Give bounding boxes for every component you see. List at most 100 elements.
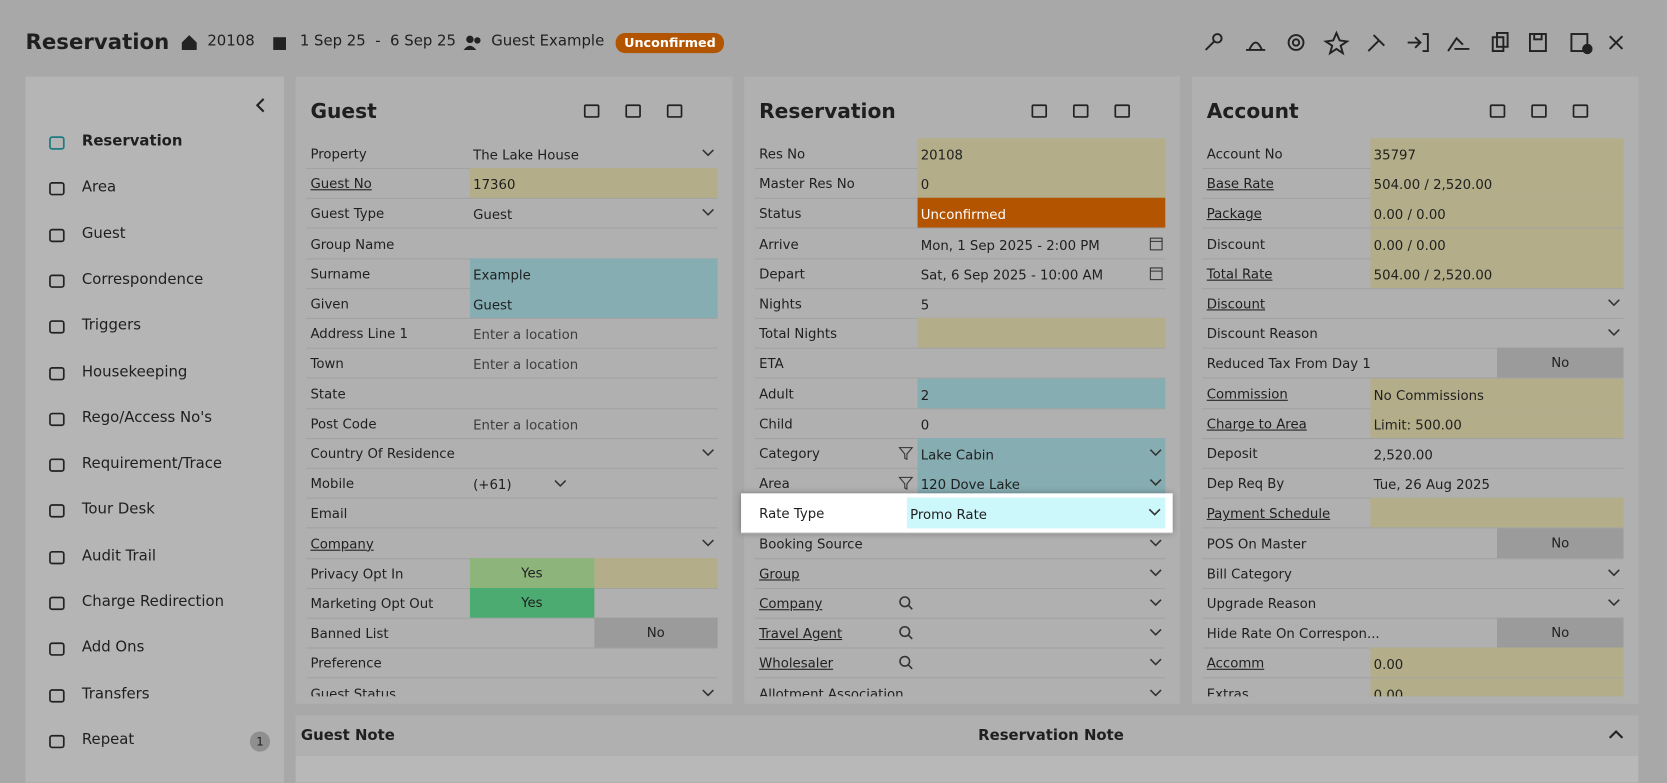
nav-item[interactable]: Housekeeping xyxy=(81,363,188,381)
field-row[interactable]: Upgrade Reason xyxy=(1202,588,1624,619)
field-row[interactable]: Account No 35797 xyxy=(1202,138,1624,170)
panel-action xyxy=(1072,104,1089,118)
field-row[interactable]: Preference xyxy=(306,648,718,679)
field-row[interactable]: Country Of Residence xyxy=(306,438,718,469)
field-value: 0 xyxy=(918,408,1166,438)
field-row[interactable]: Mobile (+61) xyxy=(306,468,718,499)
field-row[interactable]: Total Rate 504.00 / 2,520.00 xyxy=(1202,258,1624,289)
field-value: 17360 xyxy=(469,168,718,198)
nav-item[interactable]: Audit Trail xyxy=(81,547,157,565)
nav-item[interactable]: Transfers xyxy=(81,685,150,703)
expand-icon[interactable] xyxy=(1608,729,1624,740)
nav-item[interactable]: Tour Desk xyxy=(81,501,155,519)
field-row[interactable]: Company xyxy=(306,528,718,559)
field-row[interactable]: Wholesaler xyxy=(754,648,1166,679)
field-row[interactable]: Discount xyxy=(1202,288,1624,319)
field-row[interactable]: Banned List No xyxy=(306,617,718,649)
field-row[interactable]: Master Res No 0 xyxy=(754,168,1166,200)
nav-item[interactable]: Add Ons xyxy=(81,639,145,657)
field-row[interactable]: Guest Type Guest xyxy=(306,198,718,230)
field-row[interactable]: Group xyxy=(754,558,1166,589)
field-row[interactable]: Travel Agent xyxy=(754,618,1166,649)
search-icon xyxy=(899,596,913,610)
field-row[interactable]: Accomm 0.00 xyxy=(1202,647,1624,679)
nav-item[interactable]: Correspondence xyxy=(81,270,204,289)
field-row[interactable]: State xyxy=(306,378,718,409)
nav-icon xyxy=(49,688,65,703)
nav-item[interactable]: Repeat xyxy=(81,731,135,749)
field-row[interactable]: Extras 0.00 xyxy=(1202,677,1624,697)
field-row[interactable]: Adult 2 xyxy=(754,378,1166,409)
toggle[interactable]: Yes xyxy=(469,557,594,588)
field-row[interactable]: Bill Category xyxy=(1202,558,1624,589)
field-row[interactable]: Base Rate 504.00 / 2,520.00 xyxy=(1202,168,1624,200)
field-row[interactable]: Total Nights xyxy=(754,318,1166,349)
field-value: 35797 xyxy=(1370,138,1624,168)
field-row[interactable]: Payment Schedule xyxy=(1202,497,1624,529)
nav-item[interactable]: Area xyxy=(81,178,117,196)
field-row[interactable]: Arrive Mon, 1 Sep 2025 - 2:00 PM xyxy=(754,228,1166,259)
value-text: 17360 xyxy=(473,176,516,193)
nav-item[interactable]: Guest xyxy=(81,224,126,242)
field-row[interactable]: Town Enter a location xyxy=(306,348,718,379)
field-row[interactable]: Marketing Opt Out Yes xyxy=(306,587,718,619)
field-row[interactable]: Category Lake Cabin xyxy=(754,438,1166,469)
collapse-icon[interactable] xyxy=(255,98,266,113)
panel: Property The Lake House Guest No 17360 Guest… xyxy=(295,76,733,704)
nav-item[interactable]: Rego/Access No's xyxy=(81,409,213,427)
nav-item[interactable]: Triggers xyxy=(81,317,141,335)
field-row[interactable]: Surname Example xyxy=(306,258,718,289)
nav-icon xyxy=(49,504,65,518)
field-row[interactable]: Discount Reason xyxy=(1202,318,1624,349)
field-row[interactable]: Package 0.00 / 0.00 xyxy=(1202,198,1624,230)
toggle[interactable]: Yes xyxy=(469,587,594,618)
field-row[interactable]: Company xyxy=(754,588,1166,619)
field-label: Country Of Residence xyxy=(310,445,455,462)
nav-icon xyxy=(49,550,65,565)
field-row[interactable]: Email xyxy=(306,498,718,529)
field-row[interactable]: Guest Status xyxy=(306,678,717,696)
nav-item[interactable]: Reservation xyxy=(81,132,183,150)
dropdown-icon xyxy=(1149,689,1162,697)
toggle[interactable]: No xyxy=(1496,527,1624,558)
field-row[interactable]: Address Line 1 Enter a location xyxy=(306,318,718,349)
value-text: Enter a location xyxy=(473,416,579,433)
field-row[interactable]: Discount 0.00 / 0.00 xyxy=(1202,228,1624,259)
nav-item[interactable]: Charge Redirection xyxy=(81,593,225,611)
field-row[interactable]: Allotment Association xyxy=(755,678,1165,697)
field-value: Enter a location xyxy=(470,408,718,438)
nav-item[interactable]: Requirement/Trace xyxy=(81,455,223,473)
field-row[interactable]: ETA xyxy=(754,348,1166,379)
toolbar[interactable] xyxy=(1204,30,1629,56)
field-row[interactable]: Property The Lake House xyxy=(306,138,718,170)
field-row[interactable]: Booking Source xyxy=(754,528,1166,559)
field-row[interactable]: Nights 5 xyxy=(754,288,1166,319)
toggle[interactable]: No xyxy=(593,617,718,648)
calendar-icon xyxy=(1149,267,1163,280)
field-row[interactable]: Res No 20108 xyxy=(754,138,1166,170)
field-row[interactable]: Area 120 Dove Lake xyxy=(754,468,1166,499)
field-row[interactable]: Hide Rate On Correspon... No xyxy=(1202,617,1624,649)
field-row[interactable]: Group Name xyxy=(306,228,718,259)
toggle[interactable]: No xyxy=(1496,348,1624,378)
field-row[interactable]: POS On Master No xyxy=(1202,527,1624,559)
field-row[interactable]: Post Code Enter a location xyxy=(306,408,718,439)
field-row[interactable]: Child 0 xyxy=(754,408,1166,439)
field-row[interactable]: Guest No 17360 xyxy=(306,168,718,200)
dropdown-icon xyxy=(1149,539,1162,547)
field-row[interactable]: Dep Req By Tue, 26 Aug 2025 xyxy=(1202,468,1624,499)
field-row[interactable]: Status Unconfirmed xyxy=(754,198,1166,230)
field-row[interactable]: Privacy Opt In Yes xyxy=(306,557,718,589)
field-row[interactable]: Depart Sat, 6 Sep 2025 - 10:00 AM xyxy=(754,258,1166,289)
field-value: No Commissions xyxy=(1370,378,1624,408)
field-row[interactable]: Deposit 2,520.00 xyxy=(1202,438,1624,469)
field-label: Account No xyxy=(1206,145,1283,162)
field-row[interactable]: Given Guest xyxy=(306,288,718,319)
field-row[interactable]: Charge to Area Limit: 500.00 xyxy=(1202,408,1624,439)
field-label: Discount xyxy=(1206,235,1266,252)
toggle[interactable]: No xyxy=(1496,617,1624,648)
field-row[interactable]: Commission No Commissions xyxy=(1202,378,1624,409)
field-label: Reduced Tax From Day 1 xyxy=(1206,355,1371,372)
highlighted-row[interactable]: Rate Type Promo Rate xyxy=(741,493,1173,535)
field-row[interactable]: Reduced Tax From Day 1 No xyxy=(1202,348,1624,379)
